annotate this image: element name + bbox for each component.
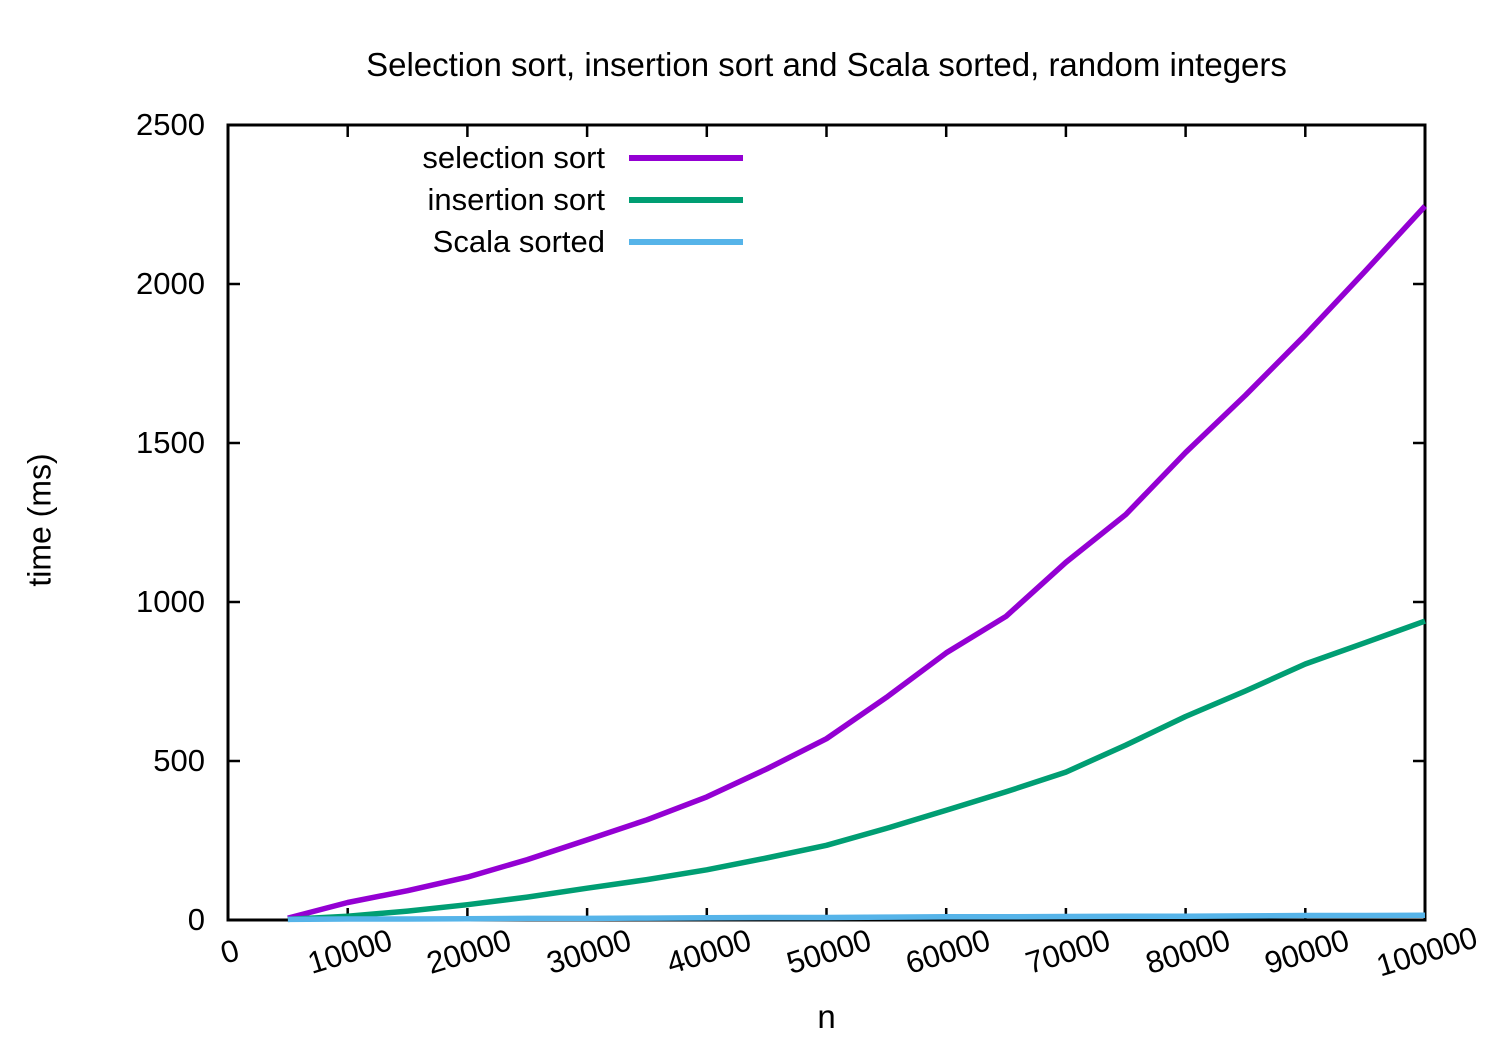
series-line-scala-sorted <box>287 912 1426 923</box>
series-line-selection-sort <box>287 204 1428 921</box>
legend-label-selection-sort: selection sort <box>422 140 605 175</box>
y-tick-label: 1000 <box>136 584 205 619</box>
legend-label-scala-sorted: Scala sorted <box>432 224 605 259</box>
y-tick-label: 1500 <box>136 425 205 460</box>
y-axis-label: time (ms) <box>21 453 58 587</box>
x-axis-label: n <box>817 998 836 1035</box>
y-tick-label: 500 <box>153 743 205 778</box>
y-tick-label: 2500 <box>136 107 205 142</box>
legend: selection sort insertion sort Scala sort… <box>260 137 743 263</box>
legend-line-scala-sorted <box>629 239 743 245</box>
legend-item-scala-sorted: Scala sorted <box>260 221 743 263</box>
legend-item-selection-sort: selection sort <box>260 137 743 179</box>
y-tick-label: 2000 <box>136 266 205 301</box>
legend-line-selection-sort <box>629 155 743 161</box>
legend-line-insertion-sort <box>629 197 743 203</box>
legend-label-insertion-sort: insertion sort <box>427 182 605 217</box>
series-line-insertion-sort <box>287 618 1426 923</box>
legend-item-insertion-sort: insertion sort <box>260 179 743 221</box>
y-tick-label: 0 <box>187 902 205 937</box>
chart-title: Selection sort, insertion sort and Scala… <box>366 46 1287 83</box>
